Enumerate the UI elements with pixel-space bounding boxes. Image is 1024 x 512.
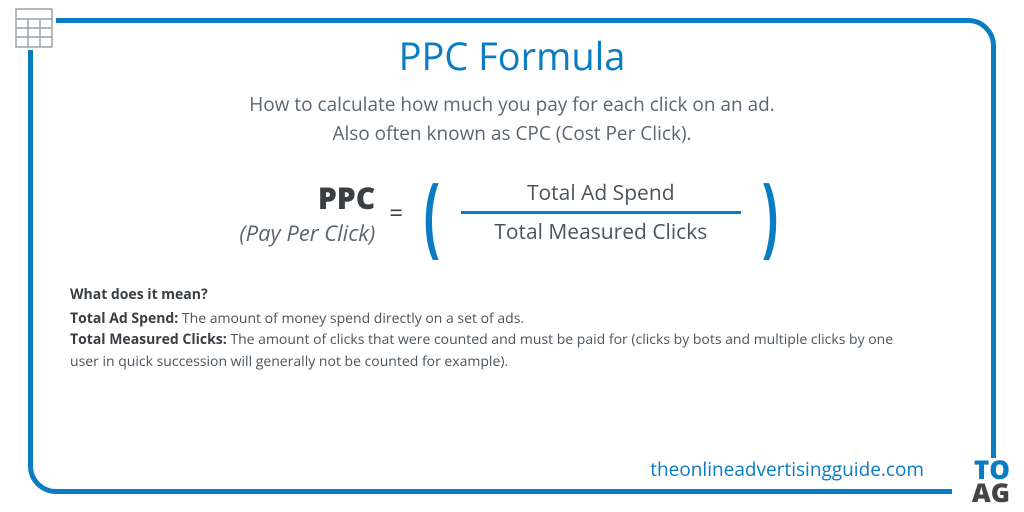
definitions-heading: What does it mean? — [70, 284, 914, 306]
subtitle: How to calculate how much you pay for ea… — [50, 90, 974, 147]
definition-row: Total Ad Spend: The amount of money spen… — [70, 308, 914, 330]
paren-left: ( — [424, 186, 440, 239]
content-area: PPC Formula How to calculate how much yo… — [50, 30, 974, 482]
footer-url: theonlineadvertisingguide.com — [650, 456, 924, 482]
brand-logo: TO AG — [952, 458, 1010, 506]
definition-term: Total Measured Clicks: — [70, 330, 227, 349]
definition-row: Total Measured Clicks: The amount of cli… — [70, 329, 914, 372]
fraction: Total Ad Spend Total Measured Clicks — [461, 175, 741, 250]
definition-text: The amount of money spend directly on a … — [178, 309, 524, 328]
formula-lhs-abbrev: PPC — [239, 177, 375, 218]
subtitle-line-2: Also often known as CPC (Cost Per Click)… — [50, 119, 974, 148]
definition-term: Total Ad Spend: — [70, 309, 178, 328]
equals-sign: = — [389, 196, 403, 229]
paren-right: ) — [761, 186, 777, 239]
formula-lhs-full: (Pay Per Click) — [239, 218, 375, 248]
fraction-denominator: Total Measured Clicks — [461, 214, 741, 250]
formula-row: PPC (Pay Per Click) = ( Total Ad Spend T… — [50, 175, 974, 250]
logo-bottom: AG — [952, 481, 1010, 504]
page-title: PPC Formula — [50, 30, 974, 82]
formula-lhs: PPC (Pay Per Click) — [239, 177, 375, 248]
fraction-numerator: Total Ad Spend — [461, 175, 741, 211]
definitions-block: What does it mean? Total Ad Spend: The a… — [50, 284, 974, 373]
subtitle-line-1: How to calculate how much you pay for ea… — [50, 90, 974, 119]
